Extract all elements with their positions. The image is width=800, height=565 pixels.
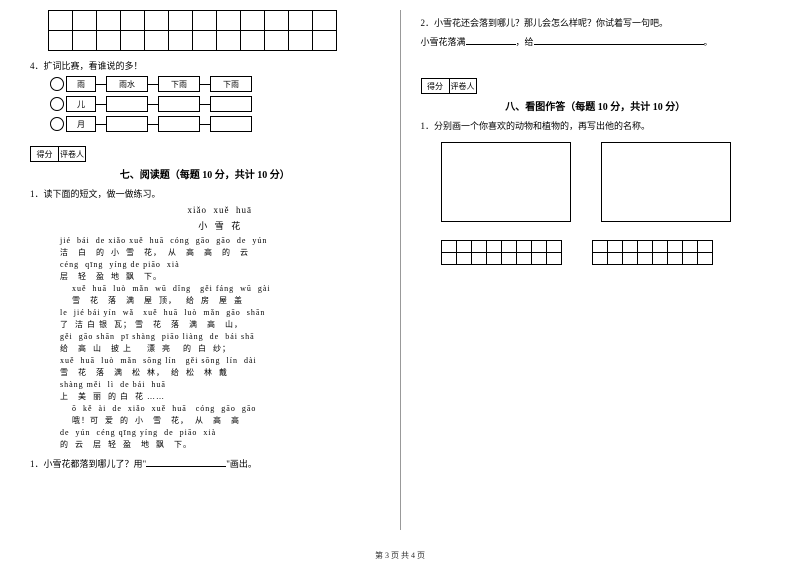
chain-box[interactable] [210,116,252,132]
poem-pinyin-title: xiǎo xuě huā [60,204,380,218]
score-label: 得分 [30,146,58,162]
drawing-boxes [441,142,771,222]
chain-connector [148,104,158,105]
word-chains: 雨雨水下雨下雨儿月 [30,76,380,132]
poem-line: céng qīng yíng de piāo xià [60,259,380,271]
chain-connector [200,84,210,85]
question-4: 4．扩词比赛，看谁说的多！ [30,59,380,72]
score-row-7: 得分 评卷人 [30,146,380,162]
grader-label: 评卷人 [449,78,477,94]
blank-1[interactable] [466,35,516,45]
blank-underline[interactable] [146,457,226,467]
poem-block: xiǎo xuě huā 小 雪 花 jié bái de xiǎo xuě h… [60,204,380,451]
answer-grid-1[interactable] [441,240,562,265]
chain-box[interactable] [106,116,148,132]
chain-connector [96,124,106,125]
drawing-box-animal[interactable] [441,142,571,222]
chain-connector [96,84,106,85]
poem-line: 层 轻 盈 地 飘 下。 [60,271,380,283]
chain-start: 月 [66,116,96,132]
chain-row: 儿 [50,96,380,112]
writing-grid [48,10,337,51]
section-8-title: 八、看图作答（每题 10 分，共计 10 分） [421,98,771,113]
score-label: 得分 [421,78,449,94]
chain-circle [50,77,64,91]
chain-circle [50,97,64,111]
chain-box[interactable]: 下雨 [210,76,252,92]
poem-line: le jié bái yín wǎ xuě huā luò mǎn gāo sh… [60,307,380,319]
poem-line: gěi gāo shān pī shàng piāo liàng de bái … [60,331,380,343]
answer-grid-2[interactable] [592,240,713,265]
poem-line: de yún céng qīng yíng de piāo xià [60,427,380,439]
chain-connector [200,124,210,125]
poem-line: 了 洁 白 银 瓦； 雪 花 落 满 高 山， [60,319,380,331]
grader-label: 评卷人 [58,146,86,162]
poem-line: 上 美 丽 的 白 花 …… [60,391,380,403]
q7-sub2: 2．小雪花还会落到哪儿？那儿会怎么样呢？你试着写一句吧。 [421,16,771,29]
chain-connector [96,104,106,105]
poem-line: 的 云 层 轻 盈 地 飘 下。 [60,439,380,451]
chain-box[interactable]: 下雨 [158,76,200,92]
chain-box[interactable] [210,96,252,112]
poem-line: 哦！可 爱 的 小 雪 花， 从 高 高 [60,415,380,427]
section-7-title: 七、阅读题（每题 10 分，共计 10 分） [30,166,380,181]
poem-line: 给 高 山 披 上 漂 亮 的 白 纱； [60,343,380,355]
chain-connector [200,104,210,105]
chain-box[interactable] [158,116,200,132]
right-column: 2．小雪花还会落到哪儿？那儿会怎么样呢？你试着写一句吧。 小雪花落满，给。 得分… [421,10,771,530]
poem-line: 雪 花 落 满 屋 顶， 给 房 屋 盖 [60,295,380,307]
q8-intro: 1．分别画一个你喜欢的动物和植物的，再写出他的名称。 [421,119,771,132]
chain-box[interactable] [158,96,200,112]
poem-line: xuě huā luò mǎn wū dǐng gěi fáng wū gài [60,283,380,295]
chain-connector [148,84,158,85]
q7-sub1: 1．小雪花都落到哪儿了？用""画出。 [30,457,380,470]
q7-intro: 1．读下面的短文，做一做练习。 [30,187,380,200]
answer-grids [441,240,771,265]
column-divider [400,10,401,530]
q7-sub2-fill: 小雪花落满，给。 [421,35,771,48]
chain-box[interactable]: 雨水 [106,76,148,92]
chain-row: 雨雨水下雨下雨 [50,76,380,92]
chain-start: 雨 [66,76,96,92]
score-row-8: 得分 评卷人 [421,78,771,94]
chain-start: 儿 [66,96,96,112]
poem-title: 小 雪 花 [60,220,380,234]
chain-circle [50,117,64,131]
chain-row: 月 [50,116,380,132]
blank-2[interactable] [534,35,704,45]
chain-connector [148,124,158,125]
page-footer: 第 3 页 共 4 页 [0,550,800,561]
poem-line: xuě huā luò mǎn sōng lín gěi sōng lín dà… [60,355,380,367]
chain-box[interactable] [106,96,148,112]
poem-line: shàng měi lì de bái huā [60,379,380,391]
poem-line: ō kě ài de xiǎo xuě huā cóng gāo gāo [60,403,380,415]
drawing-box-plant[interactable] [601,142,731,222]
poem-line: 洁 白 的 小 雪 花， 从 高 高 的 云 [60,247,380,259]
poem-line: jié bái de xiǎo xuě huā cóng gāo gāo de … [60,235,380,247]
poem-line: 雪 花 落 满 松 林， 给 松 林 戴 [60,367,380,379]
left-column: 4．扩词比赛，看谁说的多！ 雨雨水下雨下雨儿月 得分 评卷人 七、阅读题（每题 … [30,10,380,530]
